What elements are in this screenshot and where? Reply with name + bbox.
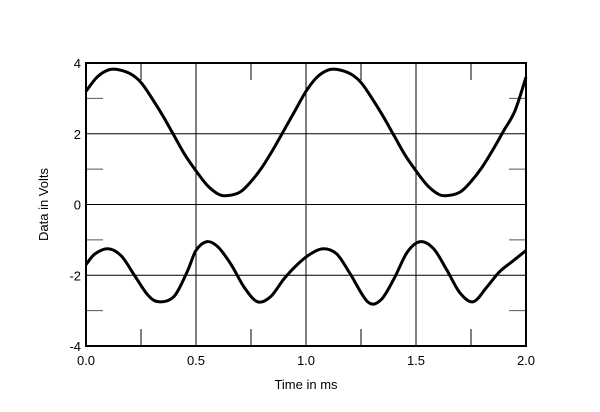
x-axis-tick-labels: 0.0 0.5 1.0 1.5 2.0 [77, 353, 535, 368]
x-tick-label: 1.0 [297, 353, 315, 368]
y-tick-label: 2 [74, 127, 81, 142]
y-tick-label: 4 [74, 56, 81, 71]
y-tick-label: 0 [74, 198, 81, 213]
grid-lines [85, 62, 527, 347]
y-axis-title: Data in Volts [36, 168, 51, 241]
data-traces [84, 67, 528, 306]
minor-ticks [86, 63, 526, 346]
x-tick-label: 2.0 [517, 353, 535, 368]
y-tick-label: -2 [69, 268, 81, 283]
x-tick-label: 0.0 [77, 353, 95, 368]
y-tick-label: -4 [69, 339, 81, 354]
x-tick-label: 1.5 [407, 353, 425, 368]
upper-trace [84, 67, 528, 198]
x-tick-label: 0.5 [187, 353, 205, 368]
plot-frame [85, 62, 527, 347]
y-axis-tick-labels: 4 2 0 -2 -4 [69, 56, 81, 354]
x-axis-title: Time in ms [274, 377, 338, 392]
lower-trace [84, 240, 527, 306]
